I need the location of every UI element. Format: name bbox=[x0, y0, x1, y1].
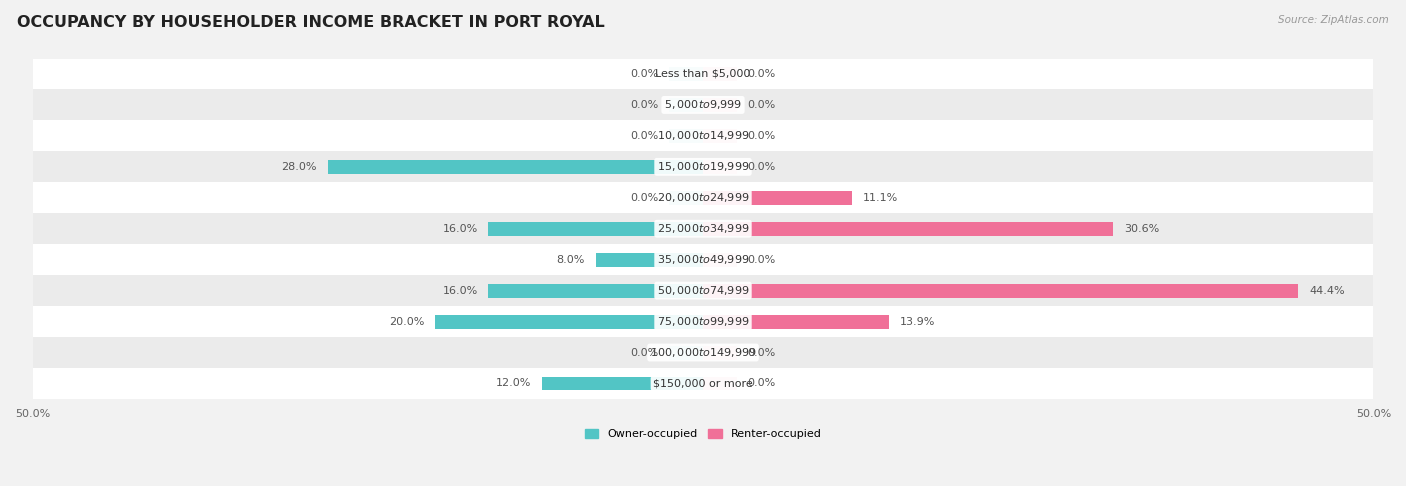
Bar bbox=[488, 222, 703, 236]
Bar bbox=[6, 151, 1400, 182]
Bar bbox=[703, 284, 1298, 297]
Text: 0.0%: 0.0% bbox=[630, 100, 659, 110]
Text: 44.4%: 44.4% bbox=[1309, 286, 1344, 295]
Text: 0.0%: 0.0% bbox=[747, 379, 776, 388]
Text: $25,000 to $34,999: $25,000 to $34,999 bbox=[657, 222, 749, 235]
Bar bbox=[6, 182, 1400, 213]
Bar bbox=[669, 191, 703, 205]
Text: $35,000 to $49,999: $35,000 to $49,999 bbox=[657, 253, 749, 266]
Bar bbox=[596, 253, 703, 267]
Text: OCCUPANCY BY HOUSEHOLDER INCOME BRACKET IN PORT ROYAL: OCCUPANCY BY HOUSEHOLDER INCOME BRACKET … bbox=[17, 15, 605, 30]
Legend: Owner-occupied, Renter-occupied: Owner-occupied, Renter-occupied bbox=[581, 424, 825, 444]
Text: 8.0%: 8.0% bbox=[557, 255, 585, 265]
Bar bbox=[6, 244, 1400, 275]
Bar bbox=[6, 121, 1400, 151]
Text: $5,000 to $9,999: $5,000 to $9,999 bbox=[664, 99, 742, 111]
Bar bbox=[703, 346, 737, 360]
Text: 0.0%: 0.0% bbox=[630, 193, 659, 203]
Text: 11.1%: 11.1% bbox=[862, 193, 898, 203]
Bar bbox=[6, 58, 1400, 89]
Bar bbox=[703, 222, 1114, 236]
Text: $15,000 to $19,999: $15,000 to $19,999 bbox=[657, 160, 749, 174]
Text: 0.0%: 0.0% bbox=[630, 131, 659, 141]
Text: $20,000 to $24,999: $20,000 to $24,999 bbox=[657, 191, 749, 204]
Bar bbox=[6, 89, 1400, 121]
Bar bbox=[669, 129, 703, 143]
Text: $100,000 to $149,999: $100,000 to $149,999 bbox=[650, 346, 756, 359]
Bar bbox=[434, 314, 703, 329]
Text: 0.0%: 0.0% bbox=[747, 100, 776, 110]
Text: $10,000 to $14,999: $10,000 to $14,999 bbox=[657, 129, 749, 142]
Bar bbox=[488, 284, 703, 297]
Text: $75,000 to $99,999: $75,000 to $99,999 bbox=[657, 315, 749, 328]
Text: 16.0%: 16.0% bbox=[443, 286, 478, 295]
Text: 0.0%: 0.0% bbox=[747, 69, 776, 79]
Bar bbox=[6, 337, 1400, 368]
Text: 0.0%: 0.0% bbox=[747, 255, 776, 265]
Bar bbox=[6, 275, 1400, 306]
Text: 0.0%: 0.0% bbox=[630, 347, 659, 358]
Text: Less than $5,000: Less than $5,000 bbox=[655, 69, 751, 79]
Text: 0.0%: 0.0% bbox=[747, 162, 776, 172]
Bar bbox=[543, 377, 703, 390]
Bar bbox=[669, 67, 703, 81]
Bar bbox=[669, 98, 703, 112]
Text: 16.0%: 16.0% bbox=[443, 224, 478, 234]
Text: 0.0%: 0.0% bbox=[747, 347, 776, 358]
Text: 0.0%: 0.0% bbox=[747, 131, 776, 141]
Bar bbox=[6, 306, 1400, 337]
Text: Source: ZipAtlas.com: Source: ZipAtlas.com bbox=[1278, 15, 1389, 25]
Text: 12.0%: 12.0% bbox=[496, 379, 531, 388]
Bar bbox=[703, 67, 737, 81]
Text: $50,000 to $74,999: $50,000 to $74,999 bbox=[657, 284, 749, 297]
Text: 30.6%: 30.6% bbox=[1123, 224, 1159, 234]
Bar bbox=[328, 160, 703, 174]
Bar bbox=[6, 213, 1400, 244]
Bar bbox=[703, 377, 737, 390]
Text: 28.0%: 28.0% bbox=[281, 162, 316, 172]
Bar bbox=[703, 191, 852, 205]
Text: 0.0%: 0.0% bbox=[630, 69, 659, 79]
Text: 20.0%: 20.0% bbox=[388, 316, 425, 327]
Bar bbox=[703, 253, 737, 267]
Text: 13.9%: 13.9% bbox=[900, 316, 935, 327]
Bar bbox=[6, 368, 1400, 399]
Bar bbox=[703, 98, 737, 112]
Bar bbox=[669, 346, 703, 360]
Bar bbox=[703, 129, 737, 143]
Bar bbox=[703, 160, 737, 174]
Bar bbox=[703, 314, 890, 329]
Text: $150,000 or more: $150,000 or more bbox=[654, 379, 752, 388]
